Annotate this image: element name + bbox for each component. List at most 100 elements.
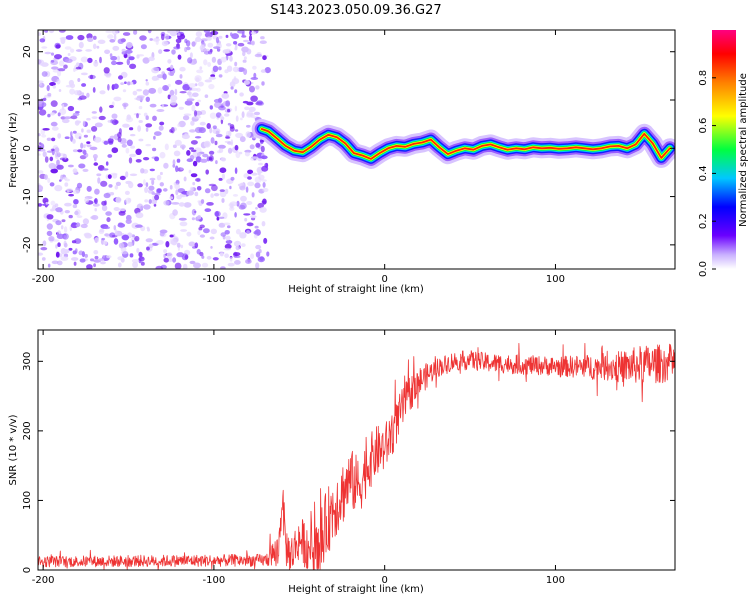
noise-speckle [86,144,92,148]
y-tick-label: 300 [22,352,33,371]
noise-speckle [179,221,188,227]
noise-speckle [113,238,119,245]
y-tick-label: 0 [22,567,33,573]
noise-speckle [193,115,201,119]
noise-speckle [235,245,241,251]
noise-speckle [38,80,44,83]
noise-speckle [129,153,137,158]
noise-speckle [175,30,179,34]
noise-speckle [84,197,90,203]
noise-speckle [106,255,112,259]
noise-speckle [248,34,253,42]
noise-speckle [86,129,91,133]
noise-speckle [195,156,202,163]
noise-speckle [99,90,106,95]
noise-speckle [182,84,190,91]
noise-speckle [84,253,88,258]
noise-speckle [227,147,233,154]
noise-speckle [71,240,77,244]
noise-speckle [232,66,240,73]
noise-speckle [161,104,165,108]
noise-speckle [223,247,232,251]
y-tick-label: 100 [22,491,33,510]
noise-speckle [125,171,129,178]
noise-speckle [68,247,73,251]
noise-speckle [40,247,48,251]
noise-speckle [159,121,165,126]
noise-speckle [199,44,206,51]
noise-speckle [208,150,215,155]
noise-speckle [254,53,263,58]
noise-speckle [129,133,136,137]
noise-speckle [129,63,137,69]
noise-speckle [56,78,61,85]
noise-speckle [244,149,252,153]
noise-speckle [159,171,163,176]
noise-speckle [66,190,70,194]
noise-speckle [167,30,173,34]
noise-speckle [70,48,75,53]
noise-speckle [186,98,195,102]
noise-speckle [148,56,155,62]
noise-speckle [61,219,66,223]
snr-ticks: -200 -100 0 100 0 100 200 300 [22,330,675,586]
noise-speckle [239,185,246,191]
noise-speckle [227,262,235,267]
noise-speckle [247,181,255,187]
noise-speckle [67,164,74,168]
noise-speckle [230,176,235,181]
noise-speckle [257,172,261,176]
noise-speckle [145,127,149,132]
noise-speckle [167,83,171,87]
noise-speckle [108,184,113,188]
noise-speckle [210,137,215,144]
noise-speckle [255,244,262,250]
noise-speckle [243,56,247,60]
noise-speckle [82,120,86,127]
noise-speckle [54,203,59,208]
colorbar-label: Normalized spectral amplitude [738,73,749,227]
noise-speckle [103,67,110,74]
noise-speckle [80,223,88,229]
noise-speckle [120,250,129,255]
noise-speckle [208,76,216,80]
noise-speckle [184,38,188,44]
x-tick-label: -100 [203,274,226,285]
noise-speckle [208,183,217,187]
noise-speckle [51,137,56,142]
noise-speckle [92,87,96,93]
noise-speckle [165,33,169,41]
noise-speckle [184,46,188,53]
noise-speckle [91,125,98,132]
noise-speckle [244,217,248,222]
noise-speckle [99,228,105,233]
noise-speckle [245,131,251,138]
noise-speckle [57,133,62,139]
noise-speckle [83,232,91,237]
noise-speckle [246,201,253,205]
noise-speckle [234,167,238,174]
noise-speckle [44,156,49,163]
noise-speckle [78,136,82,140]
noise-speckle [67,105,75,112]
noise-speckle [178,106,184,110]
noise-speckle [136,247,140,254]
noise-speckle [113,34,117,41]
snr-panel: -200 -100 0 100 0 100 200 300 Height of straigh… [8,329,676,595]
noise-speckle [114,120,119,124]
noise-speckle [227,122,232,126]
noise-speckle [235,115,239,122]
noise-speckle [231,33,240,40]
noise-speckle [64,136,70,139]
noise-speckle [119,175,126,181]
y-tick-label: -20 [22,237,33,253]
noise-speckle [135,148,142,155]
noise-speckle [72,250,77,255]
y-tick-label: -10 [22,188,33,204]
noise-speckle [72,204,78,209]
noise-speckle [234,260,241,265]
colorbar: 0.0 0.2 0.4 0.6 0.8 Normalized spectral ampl… [698,30,749,277]
noise-speckle [233,41,238,45]
noise-speckle [178,202,185,207]
noise-speckle [201,255,205,259]
